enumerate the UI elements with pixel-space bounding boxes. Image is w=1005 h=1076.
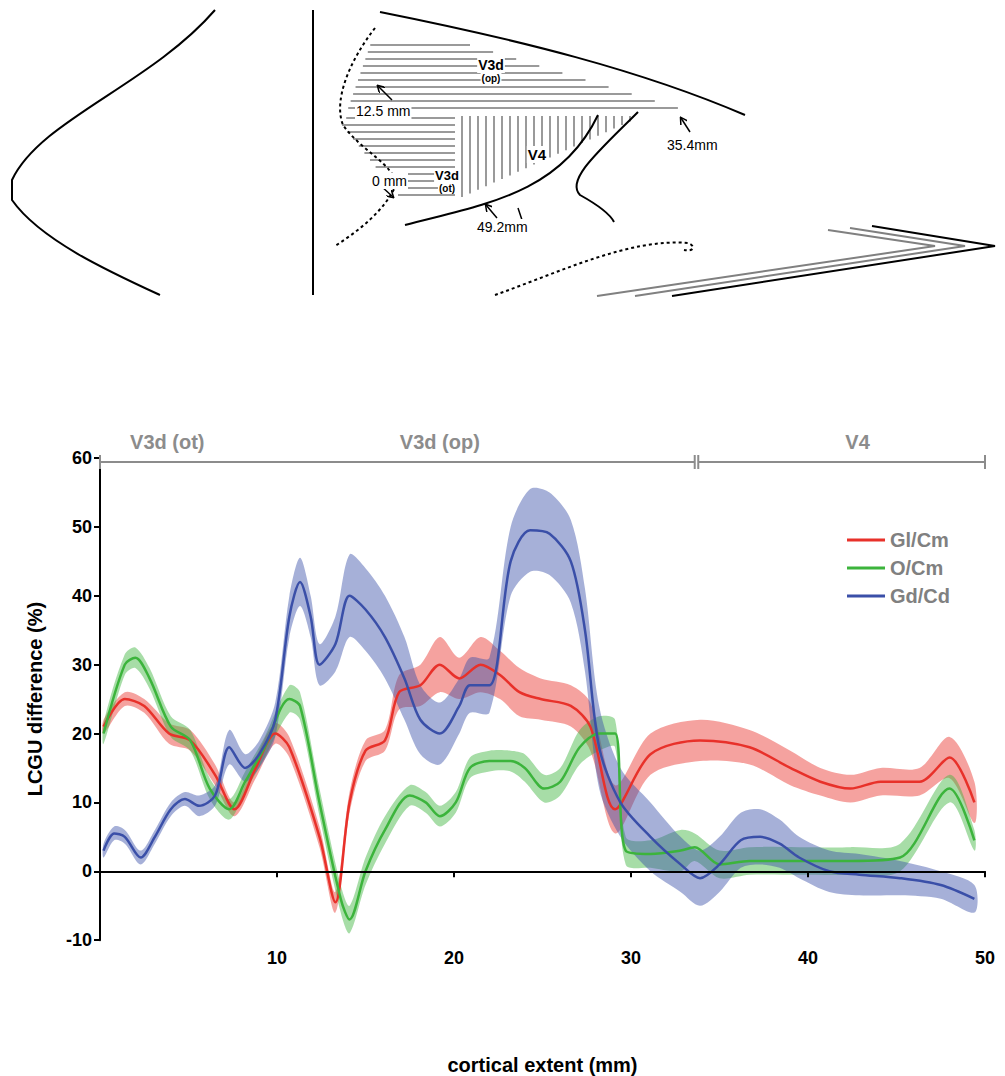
- svg-text:40: 40: [72, 586, 92, 606]
- svg-text:Gd/Cd: Gd/Cd: [890, 585, 950, 607]
- svg-text:50: 50: [975, 948, 995, 968]
- svg-text:10: 10: [267, 948, 287, 968]
- svg-text:49.2mm: 49.2mm: [477, 219, 528, 235]
- svg-text:20: 20: [72, 724, 92, 744]
- svg-text:V3d: V3d: [435, 168, 459, 183]
- svg-text:30: 30: [72, 655, 92, 675]
- svg-text:(ot): (ot): [439, 183, 455, 194]
- svg-text:0 mm: 0 mm: [372, 173, 407, 189]
- svg-text:50: 50: [72, 517, 92, 537]
- svg-text:cortical extent (mm): cortical extent (mm): [447, 1054, 637, 1076]
- svg-text:LCGU difference (%): LCGU difference (%): [24, 602, 46, 796]
- svg-text:20: 20: [444, 948, 464, 968]
- svg-text:40: 40: [798, 948, 818, 968]
- svg-text:V3d (ot): V3d (ot): [130, 431, 204, 453]
- svg-text:30: 30: [621, 948, 641, 968]
- svg-text:0: 0: [82, 861, 92, 881]
- svg-text:Gl/Cm: Gl/Cm: [890, 529, 949, 551]
- svg-text:10: 10: [72, 792, 92, 812]
- svg-text:(op): (op): [482, 73, 501, 84]
- svg-text:V3d: V3d: [478, 57, 504, 73]
- svg-text:12.5 mm: 12.5 mm: [356, 103, 410, 119]
- svg-text:60: 60: [72, 448, 92, 468]
- svg-text:-10: -10: [66, 930, 92, 950]
- svg-text:V3d (op): V3d (op): [400, 431, 480, 453]
- svg-text:V4: V4: [528, 146, 547, 163]
- svg-text:O/Cm: O/Cm: [890, 557, 943, 579]
- svg-text:35.4mm: 35.4mm: [667, 137, 718, 153]
- svg-text:V4: V4: [845, 431, 870, 453]
